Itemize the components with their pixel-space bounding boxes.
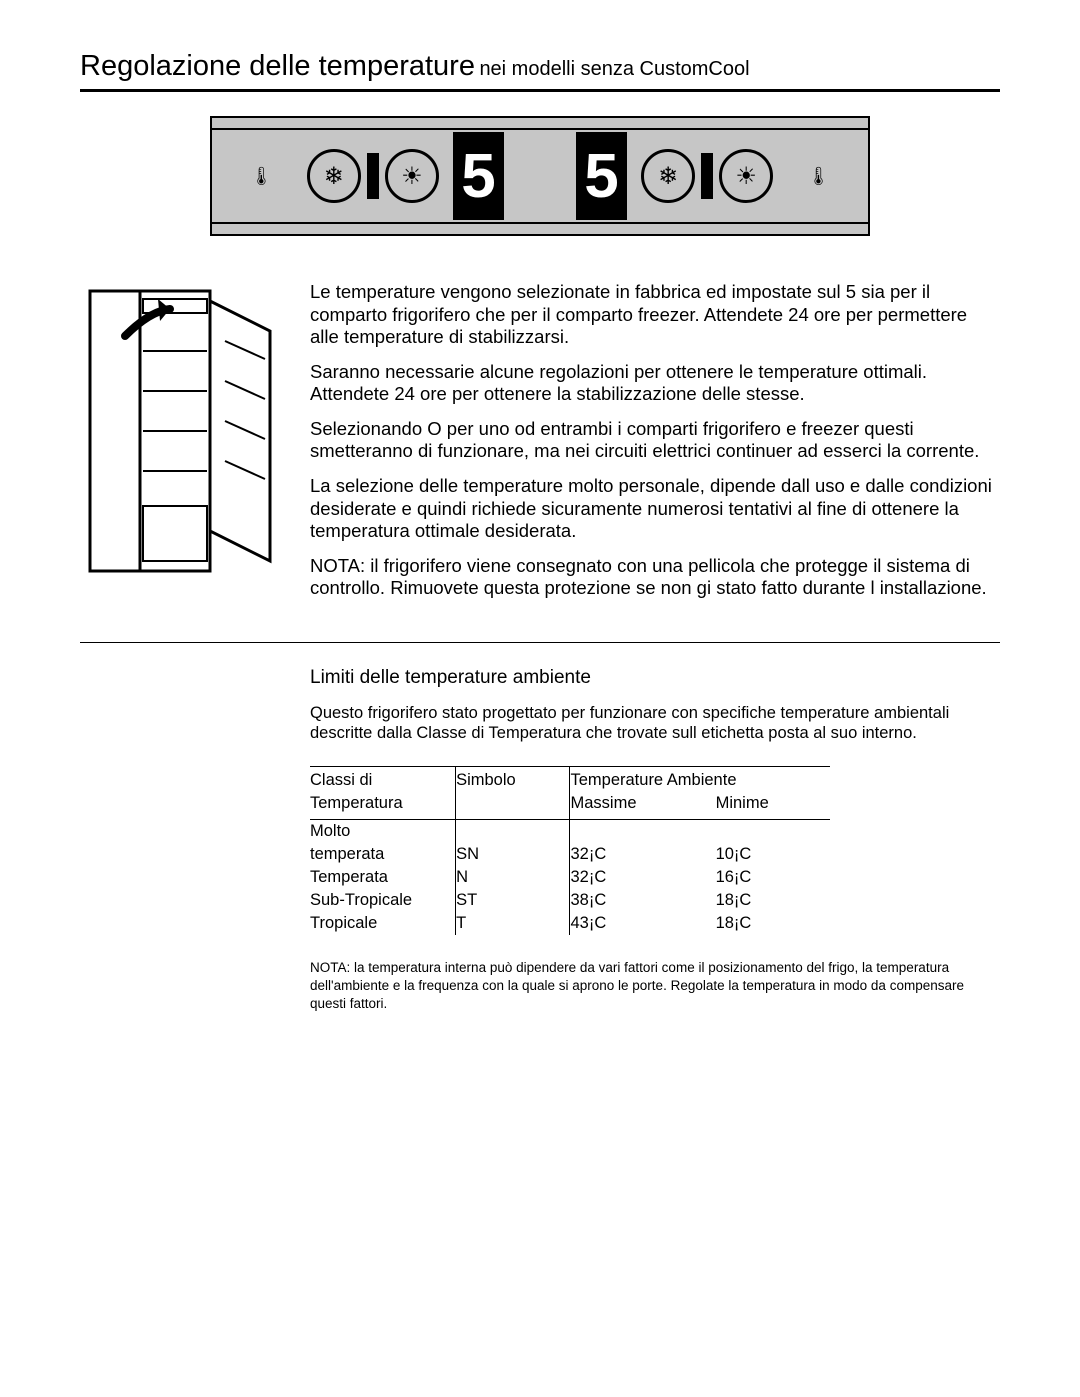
table-cell: 32¡C xyxy=(570,866,716,889)
limits-intro: Questo frigorifero stato progettato per … xyxy=(310,703,1000,744)
thermometer-icon: 🌡 xyxy=(250,166,273,187)
table-cell: 43¡C xyxy=(570,912,716,935)
instruction-text: Le temperature vengono selezionate in fa… xyxy=(310,281,1000,612)
limits-note: NOTA: la temperatura interna può dipende… xyxy=(310,959,1000,1014)
cold-dial-icon: ❄ xyxy=(307,149,361,203)
title-main: Regolazione delle temperature xyxy=(80,50,475,82)
th-classi: Classi di xyxy=(310,767,456,793)
table-cell: 16¡C xyxy=(716,866,830,889)
th-minime: Minime xyxy=(716,792,830,820)
th-temperatura: Temperatura xyxy=(310,792,456,820)
table-cell: 32¡C xyxy=(570,843,716,866)
warm-dial-icon: ☀ xyxy=(719,149,773,203)
table-cell: Tropicale xyxy=(310,912,456,935)
table-cell: 18¡C xyxy=(716,912,830,935)
table-cell: SN xyxy=(456,843,570,866)
left-dial-group: 🌡 ❄ ☀ xyxy=(212,149,449,203)
table-cell: Molto xyxy=(310,820,456,844)
table-cell: 38¡C xyxy=(570,889,716,912)
cold-dial-icon: ❄ xyxy=(641,149,695,203)
fridge-display: 5 xyxy=(576,132,627,220)
th-simbolo: Simbolo xyxy=(456,767,570,793)
dial-slot xyxy=(367,153,379,199)
control-panel-figure: 🌡 ❄ ☀ 5 5 ❄ ☀ 🌡 xyxy=(80,116,1000,241)
para-5: NOTA: il frigorifero viene consegnato co… xyxy=(310,555,1000,600)
table-cell: 18¡C xyxy=(716,889,830,912)
para-4: La selezione delle temperature molto per… xyxy=(310,475,1000,543)
freezer-display: 5 xyxy=(453,132,504,220)
th-massime: Massime xyxy=(570,792,716,820)
limits-heading: Limiti delle temperature ambiente xyxy=(310,667,1000,689)
thermometer-icon: 🌡 xyxy=(807,166,830,187)
warm-dial-icon: ☀ xyxy=(385,149,439,203)
page-title-bar: Regolazione delle temperature nei modell… xyxy=(80,50,1000,92)
table-cell: T xyxy=(456,912,570,935)
table-cell: temperata xyxy=(310,843,456,866)
table-cell: 10¡C xyxy=(716,843,830,866)
table-cell: N xyxy=(456,866,570,889)
control-panel: 🌡 ❄ ☀ 5 5 ❄ ☀ 🌡 xyxy=(210,116,870,236)
th-temp-amb: Temperature Ambiente xyxy=(570,767,830,793)
table-cell: Sub-Tropicale xyxy=(310,889,456,912)
para-3: Selezionando O per uno od entrambi i com… xyxy=(310,418,1000,463)
para-2: Saranno necessarie alcune regolazioni pe… xyxy=(310,361,1000,406)
table-cell: Temperata xyxy=(310,866,456,889)
para-1: Le temperature vengono selezionate in fa… xyxy=(310,281,1000,349)
fridge-illustration-icon xyxy=(80,281,280,581)
separator xyxy=(80,642,1000,643)
title-sub: nei modelli senza CustomCool xyxy=(479,58,749,80)
dial-slot xyxy=(701,153,713,199)
table-cell: ST xyxy=(456,889,570,912)
temperature-class-table: Classi di Simbolo Temperature Ambiente T… xyxy=(310,766,830,935)
right-dial-group: ❄ ☀ 🌡 xyxy=(631,149,868,203)
